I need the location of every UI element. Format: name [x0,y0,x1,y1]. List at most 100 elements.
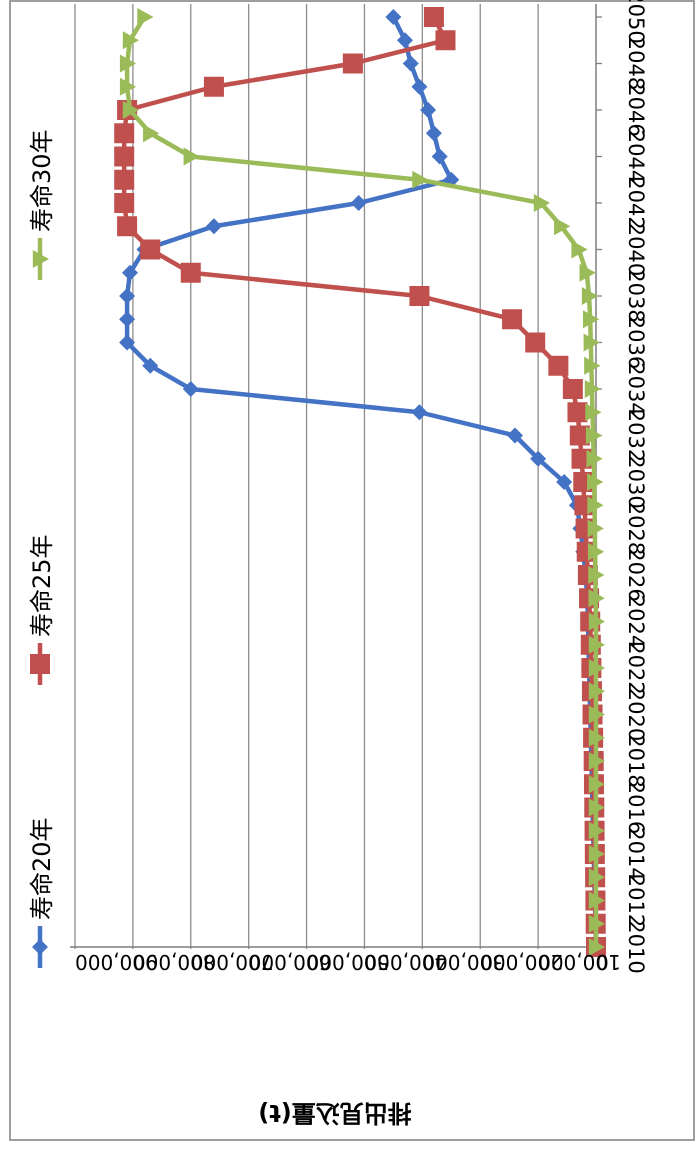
data-point [584,380,601,398]
data-point [122,101,139,119]
data-point [140,239,161,260]
data-point [412,170,429,189]
data-point [569,425,590,446]
legend-label: 寿命20年 [28,817,56,920]
data-point [502,309,523,330]
data-point [584,356,601,375]
x-tick-label: 2028 [624,502,648,555]
data-point [431,148,448,165]
data-point [588,635,605,654]
x-tick-label: 2046 [624,83,648,136]
y-tick-label: 700,000 [191,950,274,974]
x-tick-label: 2036 [624,316,648,369]
data-point [571,240,588,259]
data-point [567,402,588,423]
data-point [385,9,402,25]
data-point [588,705,605,724]
x-tick-label: 2022 [624,641,648,694]
label-layer: 0100,000200,000300,000400,000500,000600,… [75,0,648,1127]
data-point [203,76,224,97]
x-tick-label: 2034 [624,362,648,415]
data-point [402,55,419,72]
data-point [409,286,430,306]
data-point [117,216,138,237]
data-point [556,474,573,490]
data-point [420,102,437,118]
data-point [587,473,604,491]
data-point [588,845,605,863]
data-point [137,8,154,26]
data-point [588,821,605,840]
data-point [588,728,605,747]
data-point [588,566,605,584]
data-point [554,217,571,236]
data-point [423,7,444,27]
data-point [586,449,603,468]
data-point [205,218,222,235]
x-tick-label: 2032 [624,409,648,462]
x-tick-label: 2016 [624,781,648,834]
data-point [396,32,413,49]
data-point [122,31,139,50]
legend-layer: 寿命20年 寿命25年 寿命30年 [28,129,56,968]
data-point [411,404,428,421]
y-tick-label: 800,000 [133,950,216,974]
data-point [588,775,605,794]
data-point [588,612,605,631]
data-point [548,355,569,376]
data-point [425,125,442,142]
x-tick-label: 2030 [624,455,648,508]
data-point [350,195,367,211]
data-point [143,124,160,143]
y-tick-label: 300,000 [422,950,505,974]
data-point [579,263,596,282]
data-point [588,682,605,701]
data-point [587,496,604,515]
data-point [562,379,583,399]
data-point [588,659,605,677]
legend-marker [32,250,49,268]
legend-marker [30,654,50,674]
y-tick-label: 500,000 [307,950,390,974]
data-point [182,381,199,397]
y-tick-label: 100,000 [538,950,621,974]
data-point [588,589,605,608]
series-layer [114,7,606,957]
x-tick-label: 2050 [624,0,648,44]
y-tick-label: 600,000 [249,950,332,974]
data-point [533,194,551,212]
y-tick-label: 400,000 [364,950,447,974]
data-point [183,147,200,166]
data-point [588,752,605,770]
data-point [114,146,135,167]
y-axis-title: 排出見込量(t) [258,1099,411,1127]
data-point [587,542,605,561]
data-point [583,333,600,352]
legend-marker [32,939,48,955]
x-tick-label: 2014 [624,827,648,880]
data-point [114,169,135,190]
legend-item: 寿命30年 [28,129,56,280]
data-point [587,519,604,538]
x-tick-label: 2048 [624,37,648,90]
data-point [119,288,136,304]
y-tick-label: 0 [596,950,609,974]
legend-label: 寿命30年 [28,129,56,232]
data-point [588,868,605,887]
data-point [411,78,428,95]
x-tick-label: 2040 [624,223,648,276]
data-point [142,357,159,374]
x-tick-label: 2012 [624,874,648,927]
data-point [588,891,605,910]
legend-label: 寿命25年 [28,534,56,637]
x-tick-label: 2038 [624,269,648,322]
data-point [588,938,605,956]
data-point [506,427,523,444]
x-tick-label: 2010 [624,920,648,973]
data-point [583,310,600,329]
data-point [121,264,138,281]
data-point [119,54,137,73]
y-tick-label: 200,000 [480,950,563,974]
x-tick-label: 2042 [624,176,648,229]
